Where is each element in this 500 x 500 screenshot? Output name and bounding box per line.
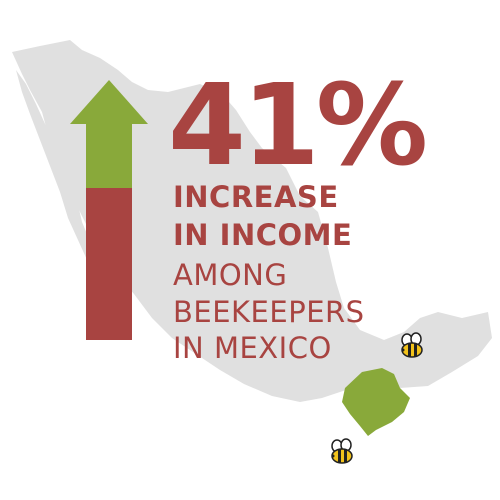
- stat-value: 41%: [168, 61, 428, 191]
- stat-line-5: IN MEXICO: [173, 331, 332, 365]
- bee-icon: [331, 438, 353, 464]
- arrow-shaft: [86, 188, 132, 340]
- arrow-shaft-top: [86, 122, 132, 188]
- highlighted-region: [342, 368, 410, 436]
- stat-line-1: INCREASE: [173, 180, 339, 214]
- bee-icon: [401, 332, 423, 358]
- stat-line-4: BEEKEEPERS: [173, 295, 365, 329]
- arrow-head: [70, 80, 148, 124]
- stat-line-2: IN INCOME: [173, 218, 353, 252]
- stat-line-3: AMONG: [173, 258, 288, 292]
